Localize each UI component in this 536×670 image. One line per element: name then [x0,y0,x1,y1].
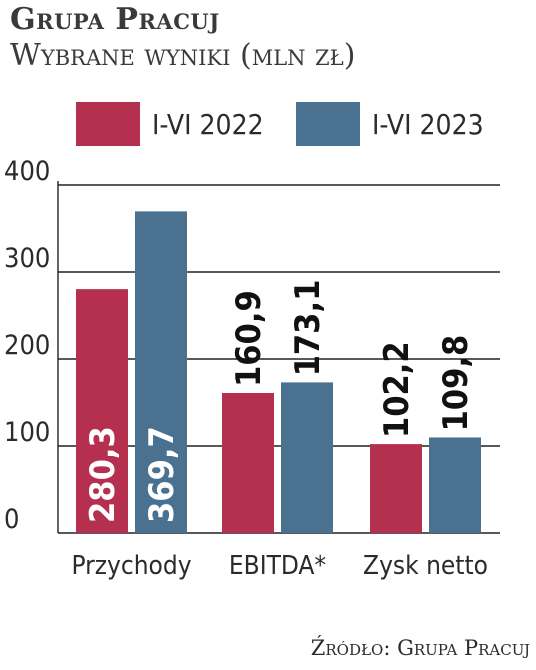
x-category-label: Przychody [71,551,191,581]
legend-label-2023: I-VI 2023 [372,107,484,141]
bar-przychody-2022 [76,289,128,533]
y-tick-label: 400 [4,156,50,187]
data-label: 173,1 [288,280,328,377]
legend-label-2022: I-VI 2022 [152,107,264,141]
legend-item-2023: I-VI 2023 [296,102,484,146]
source-note: Źródło: Grupa Pracuj [310,636,530,660]
bar-ebitda--2023 [281,382,333,533]
bar-ebitda--2022 [222,393,274,533]
data-label: 102,2 [377,341,417,438]
y-tick-label: 300 [4,243,50,274]
data-label: 160,9 [229,290,269,387]
chart-subtitle: Wybrane wyniki (mln zł) [10,38,356,73]
y-tick-label: 0 [4,504,19,535]
x-category-label: EBITDA* [229,551,326,581]
x-category-label: Zysk netto [363,551,488,581]
data-label: 109,8 [436,335,476,432]
y-tick-label: 100 [4,417,50,448]
legend-item-2022: I-VI 2022 [76,102,264,146]
legend-swatch-2023 [296,102,360,146]
legend-swatch-2022 [76,102,140,146]
bar-przychody-2023 [135,211,187,533]
data-label: 280,3 [83,426,123,523]
data-label: 369,7 [142,426,182,523]
bar-zysk-netto-2023 [429,437,481,533]
bar-zysk-netto-2022 [370,444,422,533]
y-tick-label: 200 [4,330,50,361]
chart-title: Grupa Pracuj [10,2,220,37]
